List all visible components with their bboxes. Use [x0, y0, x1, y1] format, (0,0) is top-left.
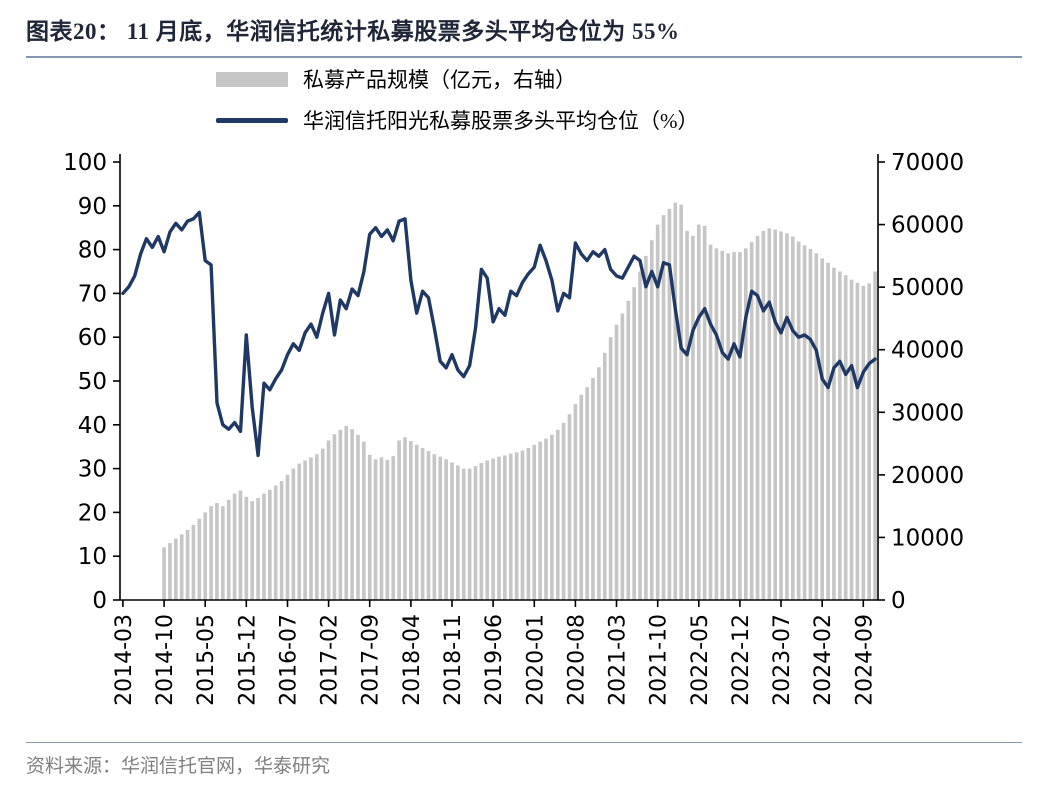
chart-title: 图表20： 11 月底，华润信托统计私募股票多头平均仓位为 55% — [26, 19, 680, 44]
svg-text:60000: 60000 — [891, 213, 964, 239]
svg-text:2016-07: 2016-07 — [277, 614, 302, 706]
legend-label-bar-series: 私募产品规模（亿元，右轴） — [303, 68, 576, 92]
svg-text:30: 30 — [78, 457, 107, 483]
chart-legend: 私募产品规模（亿元，右轴） 华润信托阳光私募股票多头平均仓位（%） — [216, 64, 699, 135]
svg-text:60: 60 — [78, 325, 107, 351]
svg-text:10000: 10000 — [891, 525, 964, 551]
svg-text:80: 80 — [78, 238, 107, 264]
legend-label-line-series: 华润信托阳光私募股票多头平均仓位（%） — [303, 109, 699, 133]
svg-text:0: 0 — [92, 588, 107, 614]
svg-text:0: 0 — [891, 588, 906, 614]
svg-text:2021-03: 2021-03 — [606, 614, 631, 706]
svg-text:20: 20 — [78, 500, 107, 526]
svg-text:40: 40 — [78, 413, 107, 439]
svg-text:2017-09: 2017-09 — [359, 614, 384, 706]
svg-text:50000: 50000 — [891, 275, 964, 301]
source-text: 资料来源：华润信托官网，华泰研究 — [26, 756, 331, 777]
svg-text:2023-07: 2023-07 — [770, 614, 795, 706]
legend-item-bar-series: 私募产品规模（亿元，右轴） — [216, 64, 699, 94]
svg-text:20000: 20000 — [891, 463, 964, 489]
svg-text:30000: 30000 — [891, 400, 964, 426]
svg-text:2021-10: 2021-10 — [647, 614, 672, 706]
svg-text:10: 10 — [78, 544, 107, 570]
bar-series-swatch — [216, 71, 288, 87]
svg-text:2018-11: 2018-11 — [441, 614, 466, 706]
svg-text:2022-05: 2022-05 — [688, 614, 713, 706]
svg-text:2020-08: 2020-08 — [564, 614, 589, 706]
combo-chart: 0 10 20 30 40 50 60 70 80 90 100 0 10000 20000 30000 40… — [63, 150, 964, 706]
legend-item-line-series: 华润信托阳光私募股票多头平均仓位（%） — [216, 105, 699, 135]
svg-text:2014-10: 2014-10 — [153, 614, 178, 706]
line-series-swatch — [216, 117, 288, 123]
svg-text:2015-05: 2015-05 — [194, 614, 219, 706]
svg-text:40000: 40000 — [891, 338, 964, 364]
chart-title-row: 图表20： 11 月底，华润信托统计私募股票多头平均仓位为 55% — [26, 12, 1022, 58]
svg-text:70000: 70000 — [891, 150, 964, 176]
svg-text:2022-12: 2022-12 — [729, 614, 754, 706]
svg-text:2014-03: 2014-03 — [112, 614, 137, 706]
svg-text:70: 70 — [78, 281, 107, 307]
svg-text:2024-09: 2024-09 — [852, 614, 877, 706]
svg-text:2020-01: 2020-01 — [523, 614, 548, 706]
source-footer: 资料来源：华润信托官网，华泰研究 — [26, 742, 1022, 778]
svg-text:2017-02: 2017-02 — [318, 614, 343, 706]
svg-text:2024-02: 2024-02 — [811, 614, 836, 706]
svg-text:2018-04: 2018-04 — [400, 614, 425, 706]
svg-text:50: 50 — [78, 369, 107, 395]
svg-text:90: 90 — [78, 194, 107, 220]
svg-text:2019-06: 2019-06 — [482, 614, 507, 706]
svg-text:100: 100 — [63, 150, 107, 176]
svg-text:2015-12: 2015-12 — [235, 614, 260, 706]
